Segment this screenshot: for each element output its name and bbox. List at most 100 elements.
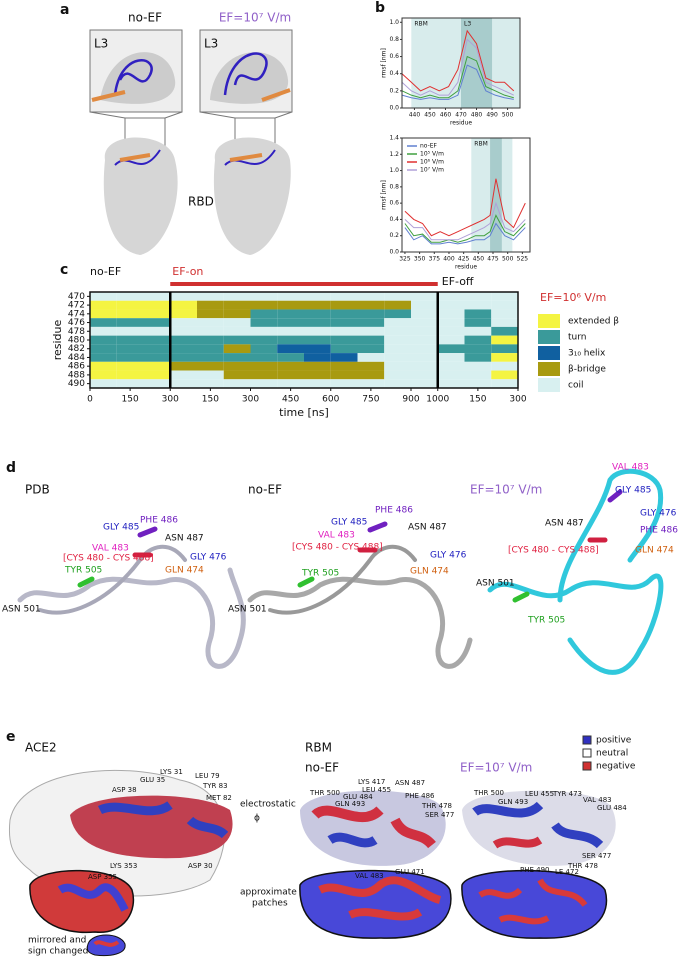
cell [250, 326, 278, 336]
legend-swatch [538, 346, 560, 360]
cell [357, 361, 385, 371]
cell [277, 335, 304, 345]
cell [116, 326, 144, 336]
residue-label: GLN 474 [635, 546, 674, 556]
residue-label: LYS 31 [160, 768, 183, 776]
residue-label: GLY 476 [640, 509, 677, 519]
row-label: approximate [240, 888, 297, 898]
x-tick-label: 300 [509, 395, 526, 405]
cell [491, 300, 518, 310]
y-tick-label: 0.2 [389, 232, 399, 239]
cell [197, 326, 224, 336]
series-line [401, 55, 514, 99]
cell [464, 370, 492, 380]
cell [143, 318, 171, 327]
y-tick-label: 474 [68, 309, 85, 319]
x-tick-label: 600 [322, 395, 339, 405]
residue-label: LEU 455 [362, 786, 391, 794]
x-tick-label: 350 [414, 256, 426, 263]
cell [250, 344, 278, 354]
y-axis-label: rmsf [nm] [381, 180, 388, 210]
residue-label: VAL 483 [583, 796, 612, 804]
cell [384, 335, 411, 345]
phase-label: no-EF [90, 265, 121, 278]
panel-title: EF=10⁷ V/m [470, 483, 542, 497]
cell [197, 309, 224, 319]
residue-label: GLU 484 [597, 804, 627, 812]
cell [464, 309, 492, 319]
panel-letter: b [375, 0, 385, 16]
legend-label: positive [596, 736, 632, 746]
cell [277, 318, 304, 327]
cell [411, 318, 438, 327]
cell [170, 361, 197, 371]
cell [223, 344, 251, 354]
x-tick-label: 150 [202, 395, 219, 405]
residue-label: TYR 505 [527, 616, 565, 626]
legend-label: coil [568, 381, 583, 391]
residue-label: PHE 486 [640, 526, 678, 536]
cell [170, 335, 197, 345]
cell [357, 353, 385, 362]
residue-label: GLU 471 [395, 868, 425, 876]
cell [491, 292, 518, 301]
cell [357, 318, 385, 327]
cell [330, 318, 358, 327]
residue-label: SER 477 [425, 811, 454, 819]
cell [464, 379, 492, 388]
x-axis-label: residue [455, 264, 477, 271]
cell [437, 292, 465, 301]
caption: RBD [188, 195, 214, 209]
cell [411, 344, 438, 354]
note: sign changed [28, 947, 88, 957]
legend-label: 10⁵ V/m [420, 151, 444, 158]
cell [357, 300, 385, 310]
residue-label: LEU 79 [195, 772, 220, 780]
y-tick-label: 0.2 [389, 87, 399, 94]
cell [116, 379, 144, 388]
y-tick-label: 0.6 [389, 53, 399, 60]
cell [464, 353, 492, 362]
cell [384, 361, 411, 371]
y-tick-label: 1.0 [389, 19, 399, 26]
legend-swatch [538, 330, 560, 344]
residue-label: PHE 486 [375, 506, 413, 516]
cell [411, 353, 438, 362]
cell [143, 344, 171, 354]
cell [304, 353, 331, 362]
cell [304, 344, 331, 354]
panel-title: ACE2 [25, 741, 57, 755]
cell [330, 309, 358, 319]
band [461, 18, 493, 108]
residue-label: [CYS 480 - CYS 488] [292, 543, 383, 553]
cell [411, 335, 438, 345]
cell [250, 309, 278, 319]
cell [357, 370, 385, 380]
cell [491, 335, 518, 345]
cell [143, 309, 171, 319]
residue-label: PHE 490 [520, 866, 550, 874]
legend-swatch [538, 362, 560, 376]
residue-label: ASN 487 [395, 779, 425, 787]
cell [116, 370, 144, 380]
cell [464, 361, 492, 371]
cell [143, 379, 171, 388]
cell [330, 344, 358, 354]
y-tick-label: 0.8 [389, 36, 399, 43]
residue-label: [CYS 480 - CYS 488] [508, 546, 599, 556]
cell [223, 326, 251, 336]
residue-label: TYR 83 [202, 782, 228, 790]
cell [411, 379, 438, 388]
cell [304, 318, 331, 327]
residue-label: ASP 38 [112, 786, 137, 794]
panel-letter: d [6, 460, 16, 476]
cell [330, 361, 358, 371]
cell [330, 353, 358, 362]
cell [330, 370, 358, 380]
note: mirrored and [28, 936, 86, 946]
protein-ribbons [17, 468, 664, 675]
legend-label: β-bridge [568, 365, 606, 375]
cell [277, 361, 304, 371]
cell [277, 370, 304, 380]
cell [90, 300, 117, 310]
